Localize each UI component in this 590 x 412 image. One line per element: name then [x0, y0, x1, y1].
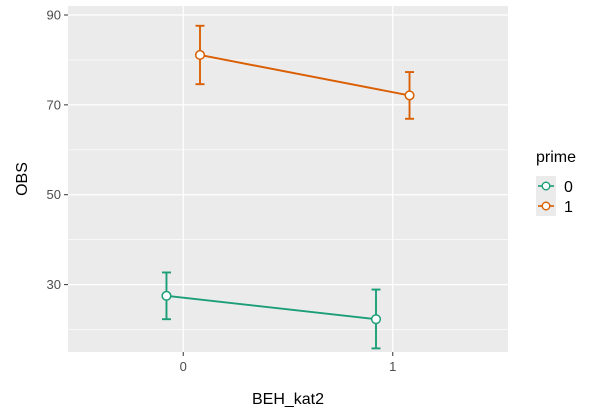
y-axis-title: OBS — [14, 162, 31, 196]
y-tick-label: 90 — [47, 7, 61, 22]
x-tick-label: 1 — [389, 359, 396, 374]
series-layer — [161, 24, 415, 350]
plot-panel — [68, 6, 508, 352]
series-line — [166, 294, 377, 321]
y-axis-ticks: 30 50 70 90 — [47, 7, 68, 292]
data-point — [370, 314, 382, 325]
series-line — [199, 54, 410, 97]
x-tick-label: 0 — [180, 359, 187, 374]
grid-minor — [68, 59, 508, 330]
legend-key-point — [541, 181, 551, 191]
data-point — [161, 290, 172, 301]
x-axis-title: BEH_kat2 — [252, 391, 324, 408]
y-tick-label: 50 — [47, 187, 61, 202]
legend: prime 01 — [536, 149, 576, 216]
legend-label: 1 — [564, 199, 573, 216]
data-point — [404, 90, 415, 101]
y-tick-label: 70 — [47, 97, 61, 112]
legend-key-point — [541, 201, 551, 211]
data-point — [194, 49, 206, 61]
y-tick-label: 30 — [47, 277, 61, 292]
legend-label: 0 — [564, 179, 573, 196]
grid-major — [68, 6, 508, 352]
legend-title: prime — [536, 149, 576, 166]
legend-keys: 01 — [536, 176, 573, 216]
